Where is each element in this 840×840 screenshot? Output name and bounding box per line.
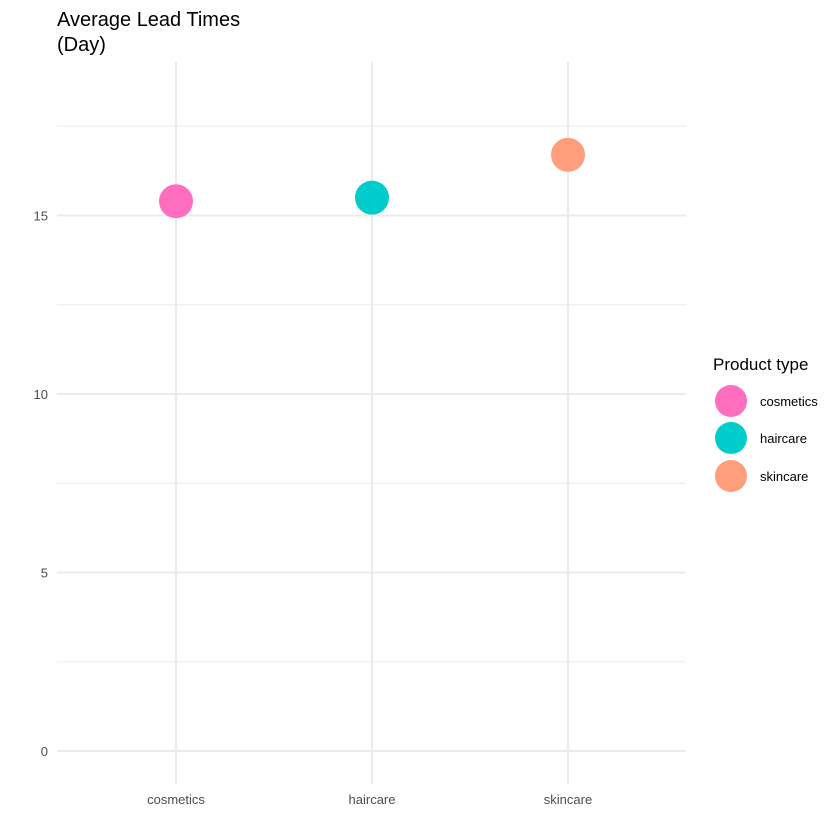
legend-key-cosmetics: [715, 385, 747, 417]
data-point-skincare: [551, 137, 585, 172]
axis-layer: 0 5 10 15 cosmetics haircare skincare: [34, 209, 593, 808]
legend-label-haircare: haircare: [760, 431, 807, 446]
points-layer: [159, 137, 585, 219]
chart-title-line-2: (Day): [57, 34, 106, 56]
legend-label-skincare: skincare: [760, 469, 808, 484]
x-tick-label: skincare: [544, 792, 592, 807]
x-tick-label: haircare: [349, 792, 396, 807]
y-tick-label: 10: [34, 387, 48, 402]
legend-label-cosmetics: cosmetics: [760, 394, 818, 409]
data-point-haircare: [355, 180, 389, 215]
y-tick-label: 0: [41, 744, 48, 759]
y-tick-label: 15: [34, 209, 48, 224]
data-point-cosmetics: [159, 184, 193, 219]
legend-key-skincare: [715, 460, 747, 492]
legend: Product type cosmetics haircare skincare: [713, 355, 818, 492]
chart-title-line-1: Average Lead Times: [57, 9, 240, 31]
x-tick-label: cosmetics: [147, 792, 205, 807]
legend-title: Product type: [713, 355, 808, 374]
y-tick-label: 5: [41, 566, 48, 581]
grid-layer: [57, 62, 686, 784]
legend-key-haircare: [715, 422, 747, 454]
